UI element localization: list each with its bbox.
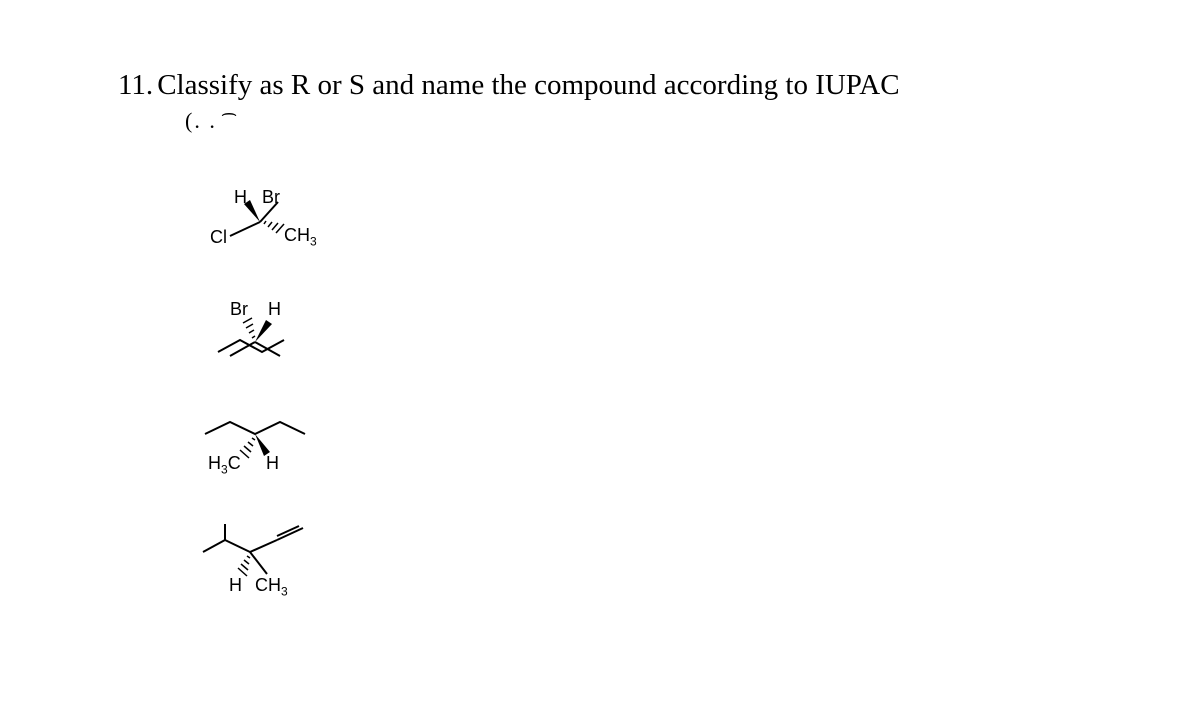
structure-c: H3C H: [190, 410, 340, 480]
label-h: H: [268, 300, 281, 318]
structure-b: Br H: [200, 300, 340, 370]
bond-line: [250, 552, 267, 574]
label-h: H: [229, 576, 242, 594]
question-text: 11.Classify as R or S and name the compo…: [118, 68, 900, 103]
bond-line: [250, 540, 277, 552]
label-h3c-c: C: [228, 453, 241, 473]
page: 11.Classify as R or S and name the compo…: [0, 0, 1200, 707]
label-ch3-text: CH: [255, 575, 281, 595]
wedge-hash: [240, 438, 255, 458]
bond-line: [255, 342, 280, 356]
bond-line: [230, 342, 255, 356]
label-ch3: CH3: [284, 226, 317, 244]
structure-d: H CH3: [195, 520, 345, 600]
bond-line: [230, 222, 260, 236]
scribble-text: (. . ͡: [185, 108, 224, 134]
label-ch3-sub: 3: [310, 235, 317, 249]
label-ch3-text: CH: [284, 225, 310, 245]
question-body: Classify as R or S and name the compound…: [157, 69, 899, 101]
label-br: Br: [262, 188, 280, 206]
label-ch3-sub: 3: [281, 585, 288, 599]
label-h: H: [234, 188, 247, 206]
wedge-hash: [264, 221, 284, 233]
label-h3c: H3C: [208, 454, 241, 472]
label-h3c-sub: 3: [221, 463, 228, 477]
label-cl: Cl: [210, 228, 227, 246]
label-ch3: CH3: [255, 576, 288, 594]
structure-a: H Br Cl CH3: [200, 190, 340, 260]
bond-line: [203, 540, 225, 552]
question-number: 11.: [118, 69, 153, 101]
label-h: H: [266, 454, 279, 472]
backbone: [205, 422, 305, 434]
wedge-hash: [238, 556, 250, 576]
label-h3c-h: H: [208, 453, 221, 473]
wedge-solid: [255, 320, 272, 342]
bond-line: [225, 540, 250, 552]
label-br: Br: [230, 300, 248, 318]
wedge-hash: [243, 318, 255, 338]
